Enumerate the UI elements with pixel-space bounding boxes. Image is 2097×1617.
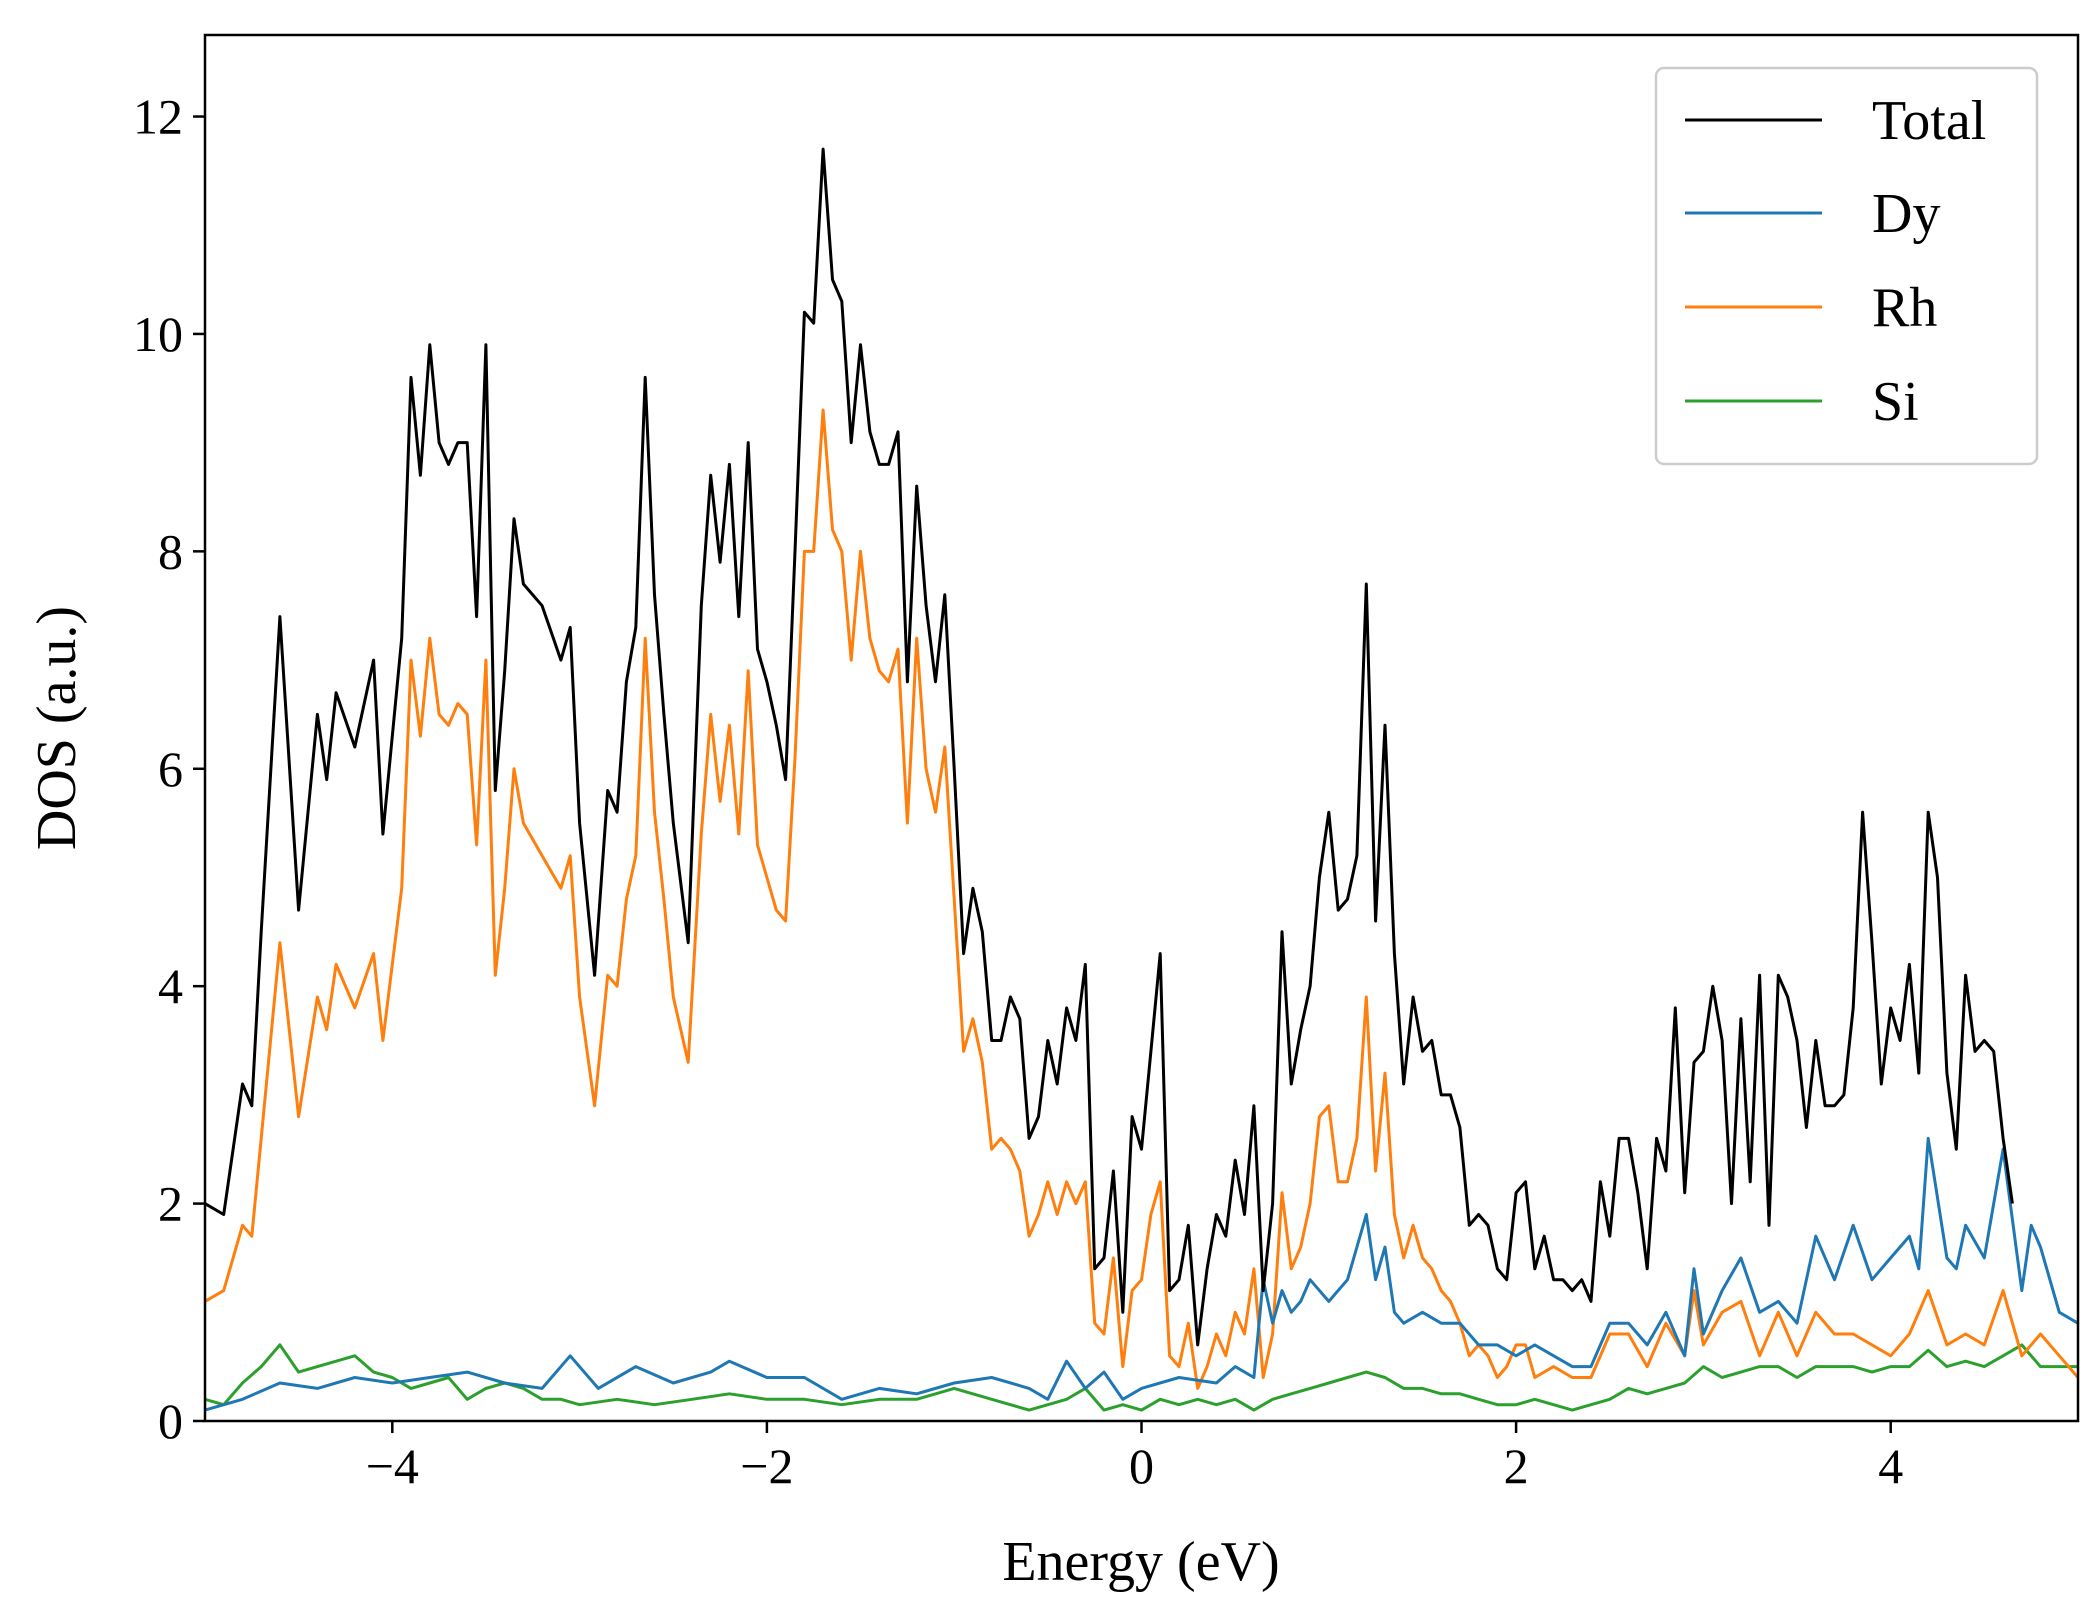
legend-label-rh: Rh <box>1872 277 1937 339</box>
x-tick-label: 2 <box>1504 1438 1529 1494</box>
y-tick-label: 8 <box>158 523 183 579</box>
y-axis-label: DOS (a.u.) <box>26 606 88 850</box>
series-line-dy <box>205 1136 2078 1412</box>
legend: Total Dy Rh Si <box>1654 66 2039 466</box>
series-line-si <box>205 1343 2078 1412</box>
x-axis-label: Energy (eV) <box>1002 1531 1279 1593</box>
series-line-rh <box>205 408 2078 1390</box>
x-tick-label: −2 <box>740 1438 793 1494</box>
y-tick-label: 2 <box>158 1176 183 1232</box>
y-tick-label: 6 <box>158 741 183 797</box>
y-tick-label: 10 <box>133 306 183 362</box>
y-axis: 0 2 4 6 8 10 12 <box>133 89 205 1449</box>
x-tick-label: 0 <box>1129 1438 1154 1494</box>
series-layer <box>205 147 2078 1412</box>
x-tick-label: 4 <box>1878 1438 1903 1494</box>
series-line-total <box>205 147 2014 1347</box>
legend-label-si: Si <box>1872 371 1919 433</box>
legend-box <box>1654 66 2039 466</box>
y-tick-label: 0 <box>158 1393 183 1449</box>
y-tick-label: 4 <box>158 958 183 1014</box>
x-axis: −4 −2 0 2 4 <box>366 1421 1903 1494</box>
legend-label-total: Total <box>1872 90 1986 152</box>
x-tick-label: −4 <box>366 1438 419 1494</box>
y-tick-label: 12 <box>133 89 183 145</box>
legend-label-dy: Dy <box>1872 183 1940 245</box>
